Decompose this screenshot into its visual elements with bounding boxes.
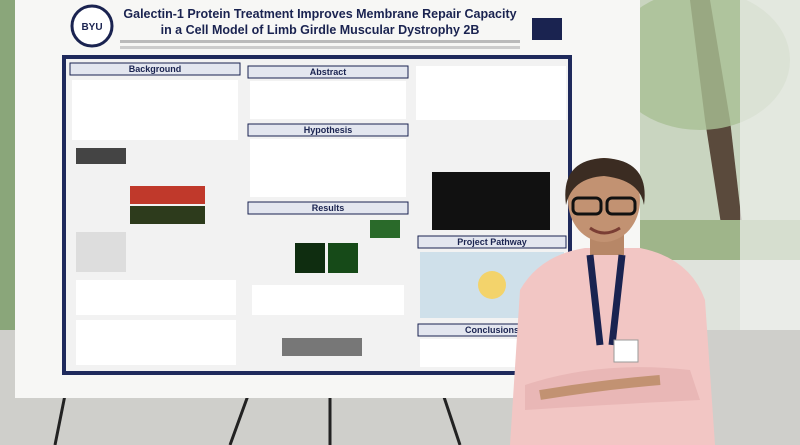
section-title: Conclusions	[465, 325, 519, 335]
section-header	[69, 62, 241, 76]
hand	[539, 375, 661, 400]
figure	[130, 186, 205, 204]
poster-title: in a Cell Model of Limb Girdle Muscular …	[161, 23, 480, 37]
section-header	[417, 235, 567, 249]
figure	[76, 232, 126, 272]
figure	[295, 243, 325, 273]
smile	[589, 226, 621, 235]
figure	[76, 148, 126, 164]
section-title: Hypothesis	[304, 125, 353, 135]
diagram	[250, 139, 406, 197]
figure	[370, 220, 400, 238]
section-header	[247, 123, 409, 137]
section-title: Results	[312, 203, 345, 213]
affiliations	[120, 46, 520, 49]
figure	[72, 80, 238, 140]
microscopy	[432, 172, 550, 230]
lanyard	[586, 254, 626, 346]
pathway-node	[478, 271, 506, 299]
section-header	[247, 65, 409, 79]
section-title: Abstract	[310, 67, 347, 77]
chart-figure	[76, 320, 236, 365]
partner-logo	[532, 18, 562, 40]
logo-text: BYU	[81, 22, 102, 33]
chart-figure	[252, 285, 404, 315]
badge	[613, 339, 639, 363]
authors	[120, 40, 520, 43]
glasses	[605, 196, 637, 216]
logo-seal	[70, 4, 114, 48]
window-frame	[740, 0, 800, 330]
shirt	[510, 248, 715, 445]
section-title: Background	[129, 64, 182, 74]
chart-figure	[76, 280, 236, 315]
section-title: Project Pathway	[457, 237, 527, 247]
section-header	[247, 201, 409, 215]
glasses	[571, 196, 603, 216]
figure	[328, 243, 358, 273]
figure	[130, 206, 205, 224]
text-block	[250, 81, 406, 119]
figure	[282, 338, 362, 356]
hair	[565, 158, 645, 205]
poster-title: Galectin-1 Protein Treatment Improves Me…	[123, 7, 516, 21]
person	[510, 158, 715, 445]
chart-figure	[416, 66, 566, 120]
